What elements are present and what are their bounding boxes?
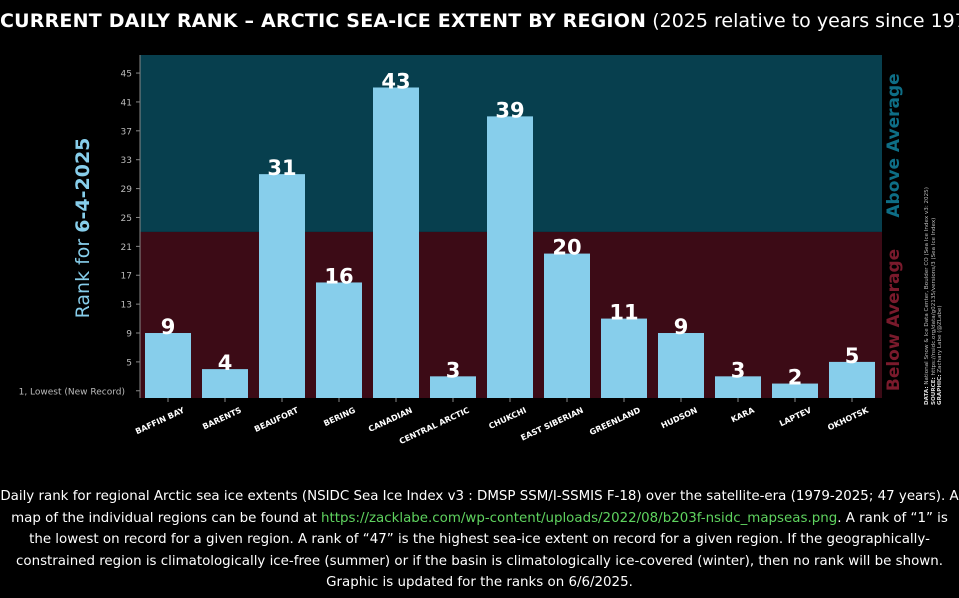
bar-series: 9 4 31 16 43 3 39 20 11 9 3 2 5 bbox=[145, 69, 875, 399]
y-tick-label: 17 bbox=[121, 272, 132, 282]
x-tick-label: GREENLAND bbox=[588, 406, 642, 438]
y-tick-label: 33 bbox=[121, 156, 132, 166]
bar-value-label: 11 bbox=[609, 301, 638, 325]
caption-text-1: Daily rank for regional Arctic sea ice e… bbox=[0, 489, 959, 526]
x-tick-label: CHUKCHI bbox=[487, 406, 527, 431]
bar-value-label: 4 bbox=[218, 351, 233, 375]
x-axis-labels: BAFFIN BAY BARENTS BEAUFORT BERING CANADIAN C… bbox=[134, 398, 871, 446]
x-tick-label: EAST SIBERIAN bbox=[519, 406, 584, 443]
x-tick-label: BEAUFORT bbox=[253, 405, 300, 433]
bar-value-label: 5 bbox=[845, 344, 860, 368]
y-tick-label: 13 bbox=[121, 301, 132, 311]
y-tick-label: 29 bbox=[121, 185, 133, 195]
credits-graphic-label: GRAPHIC: bbox=[937, 374, 943, 405]
credits-source: https://nsidc.org/data/g02135/versions/3… bbox=[930, 217, 937, 376]
chart-title-main: CURRENT DAILY RANK – ARCTIC SEA-ICE EXTE… bbox=[0, 10, 647, 32]
credits-source-label: SOURCE: bbox=[930, 377, 937, 405]
bar-value-label: 9 bbox=[161, 315, 176, 339]
y-tick-label: 45 bbox=[121, 70, 132, 80]
y-tick-label: 37 bbox=[121, 127, 132, 137]
bar bbox=[202, 369, 248, 398]
bar bbox=[601, 318, 647, 398]
bar bbox=[544, 253, 590, 398]
y-tick-label: 25 bbox=[121, 214, 132, 224]
bar-value-label: 3 bbox=[446, 358, 461, 382]
x-tick-label: BERING bbox=[322, 406, 357, 429]
bar bbox=[658, 333, 704, 398]
bar-value-label: 39 bbox=[495, 98, 524, 122]
credits-data-label: DATA: bbox=[924, 386, 930, 405]
bar bbox=[715, 376, 761, 398]
x-tick-label: OKHOTSK bbox=[826, 405, 870, 432]
bar-value-label: 43 bbox=[381, 69, 410, 93]
credits-data: National Snow & Ice Data Center, Boulder… bbox=[924, 187, 930, 385]
chart-title-subtitle: (2025 relative to years since 1979) bbox=[652, 10, 959, 32]
bar bbox=[829, 361, 875, 398]
bar-value-label: 2 bbox=[788, 366, 803, 390]
y-axis: 45 41 37 33 29 25 21 17 13 9 5 1, Lowest (New Recor… bbox=[19, 55, 141, 398]
caption-text-2: . A rank of “1” is the lowest on record … bbox=[16, 510, 948, 591]
bar bbox=[316, 282, 362, 398]
bar bbox=[487, 116, 533, 399]
bar-value-label: 16 bbox=[324, 264, 353, 288]
x-tick-label: BAFFIN BAY bbox=[134, 406, 186, 437]
y-axis-label-prefix: Rank for bbox=[72, 233, 94, 319]
bar bbox=[772, 383, 818, 398]
x-tick-label: KARA bbox=[730, 405, 757, 424]
x-tick-label: CANADIAN bbox=[367, 406, 414, 434]
y-axis-label-date: 6-4-2025 bbox=[72, 138, 94, 233]
y-tick-label: 21 bbox=[121, 243, 132, 253]
bar bbox=[430, 376, 476, 398]
y-tick-label: 9 bbox=[126, 330, 132, 340]
data-credits: DATA: National Snow & Ice Data Center, B… bbox=[924, 187, 944, 405]
bar bbox=[373, 87, 419, 398]
chart-title: CURRENT DAILY RANK – ARCTIC SEA-ICE EXTE… bbox=[0, 10, 959, 32]
x-tick-label: LAPTEV bbox=[778, 405, 814, 428]
regions-map-link[interactable]: https://zacklabe.com/wp-content/uploads/… bbox=[321, 510, 838, 526]
bar-value-label: 20 bbox=[552, 236, 581, 260]
below-average-label: Below Average bbox=[884, 249, 904, 391]
bar-value-label: 9 bbox=[674, 315, 689, 339]
bar-value-label: 31 bbox=[267, 156, 296, 180]
above-average-label: Above Average bbox=[884, 73, 904, 217]
y-tick-label: 41 bbox=[121, 98, 132, 108]
y-axis-label: Rank for 6-4-2025 bbox=[72, 138, 94, 319]
y-tick-label: 5 bbox=[126, 358, 132, 368]
bar bbox=[259, 174, 305, 398]
bar bbox=[145, 333, 191, 398]
y-tick-label-lowest: 1, Lowest (New Record) bbox=[19, 387, 125, 397]
bar-value-label: 3 bbox=[731, 358, 746, 382]
credits-graphic: Zachary Labe (@ZLabe) bbox=[937, 305, 943, 373]
x-tick-label: HUDSON bbox=[660, 406, 699, 431]
x-tick-label: BARENTS bbox=[201, 406, 243, 432]
caption: Daily rank for regional Arctic sea ice e… bbox=[0, 486, 959, 594]
